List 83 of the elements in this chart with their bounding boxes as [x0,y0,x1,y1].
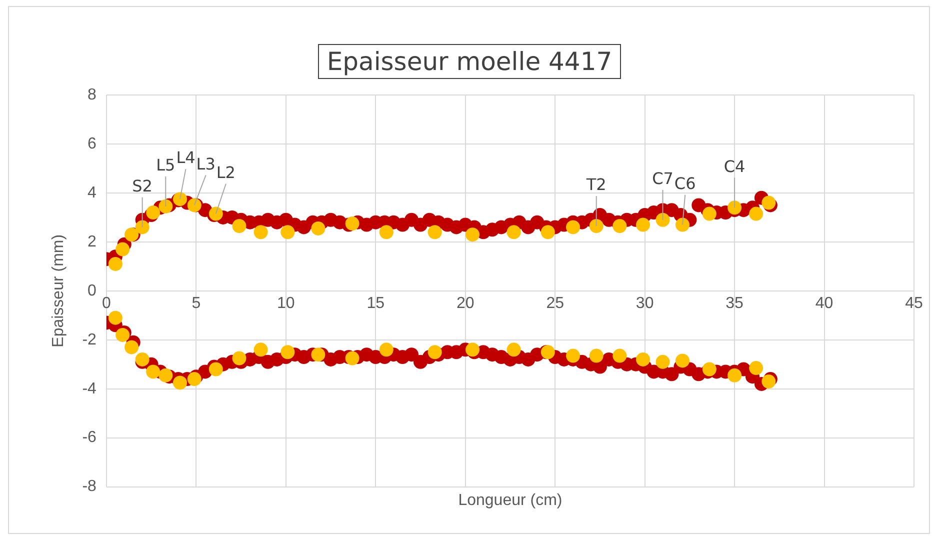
point [675,354,690,368]
y-tick-label: -6 [82,429,97,446]
point [379,342,394,357]
point [506,342,521,357]
y-tick-label: -8 [82,478,97,496]
point [146,206,160,220]
point [749,361,764,376]
point [762,196,776,210]
point [612,348,627,363]
point [466,342,480,357]
point [728,200,742,215]
x-tick-label: 5 [192,294,201,312]
point [345,216,360,231]
point [749,206,764,221]
point [124,340,139,354]
point [656,212,670,227]
annotation: C4 [724,156,746,176]
point [311,348,326,362]
y-axis-title: Epaisseur (mm) [50,234,68,348]
point [728,368,742,382]
point [702,362,716,376]
point [345,351,360,366]
point [146,364,160,379]
point [108,256,122,271]
point [311,221,326,236]
y-tick-label: 8 [88,86,97,104]
point [116,242,130,256]
x-axis-title: Longueur (cm) [458,492,562,509]
x-tick-label: 40 [815,294,834,312]
point [187,372,202,386]
annotation: L3 [196,154,216,174]
point [656,354,670,369]
point [379,225,394,240]
y-tick-label: 6 [88,135,97,152]
y-tick-label: 2 [88,233,97,250]
x-tick-label: 35 [726,294,744,312]
annotation: C7 [652,169,674,188]
point [232,351,246,366]
y-tick-label: 4 [88,184,97,202]
point [173,376,188,390]
point [428,345,442,360]
point [636,218,650,232]
annotation: C6 [674,174,696,193]
point [158,199,173,214]
point [208,362,223,376]
point [428,225,442,240]
point [466,228,480,242]
annotation: L2 [216,162,236,182]
point [232,219,246,234]
point [506,225,521,240]
annotation: S2 [132,176,152,196]
point [589,219,604,234]
y-tick-label: 0 [88,282,97,300]
annotation: L5 [156,156,176,175]
x-tick-label: 30 [636,294,654,312]
x-tick-label: 45 [905,294,923,312]
point [566,348,580,363]
y-tick-label: -4 [82,380,97,398]
x-tick-label: 15 [366,294,385,312]
chart-title: Epaisseur moelle 4417 [318,44,622,79]
point [762,374,776,389]
point [158,368,173,382]
point [702,206,716,221]
point [636,352,650,366]
point [280,345,295,360]
point [612,219,627,234]
x-tick-label: 10 [276,294,295,312]
point [108,310,122,325]
point [280,225,295,240]
x-tick-label: 20 [456,294,474,312]
point [566,220,580,234]
point [135,220,150,234]
point [675,218,690,232]
point [135,352,150,366]
point [540,225,555,240]
annotation: L4 [176,148,196,168]
point [589,348,604,363]
x-tick-label: 25 [546,294,564,312]
annotation: T2 [585,175,606,194]
y-tick-label: -2 [82,331,97,348]
x-tick-label: 0 [102,294,111,312]
point [254,342,268,357]
point [254,225,268,240]
